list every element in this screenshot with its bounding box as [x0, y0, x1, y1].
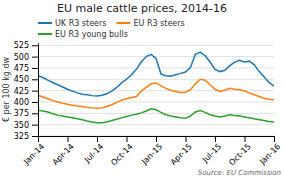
tick: 325: [14, 132, 38, 141]
legend: UK R3 steers EU R3 steers EU R3 young bull…: [38, 19, 185, 39]
tick-mark: [32, 68, 38, 69]
tick: 375: [14, 109, 38, 118]
tick-label: 475: [14, 64, 29, 73]
y-axis-title: € per 100 kg dw: [2, 56, 11, 122]
tick-mark: [32, 91, 38, 92]
tick-mark: [215, 136, 216, 142]
tick-label: 325: [14, 132, 29, 141]
tick-label: 450: [14, 75, 29, 84]
tick-label: Jan-16: [257, 142, 282, 167]
tick: Jan-16: [257, 136, 282, 167]
annotation: Source: EU Commission: [198, 169, 281, 177]
grid-line: [38, 45, 274, 46]
title: EU male cattle prices, 2014-16: [57, 2, 227, 15]
legend-label: EU R3 steers: [133, 19, 184, 28]
legend-item: UK R3 steers: [38, 19, 106, 28]
tick-mark: [97, 136, 98, 142]
chart: EU male cattle prices, 2014-16 UK R3 stee…: [0, 0, 284, 178]
tick: Oct-14: [109, 136, 134, 167]
tick-label: Jan-15: [139, 142, 164, 167]
tick-label: Jul-15: [200, 142, 223, 165]
tick-label: Jan-14: [21, 142, 46, 167]
legend-swatch: [38, 33, 52, 35]
tick: Jul-15: [200, 136, 223, 165]
tick: 475: [14, 64, 38, 73]
tick-mark: [32, 45, 38, 46]
grid: [38, 45, 274, 136]
tick-label: 350: [14, 121, 29, 130]
tick-mark: [156, 136, 157, 142]
tick: Jul-14: [82, 136, 105, 165]
tick-label: Apr-14: [51, 142, 76, 167]
grid-line: [38, 67, 274, 68]
legend-item: EU R3 young bulls: [38, 30, 128, 39]
tick-mark: [32, 113, 38, 114]
tick: 400: [14, 98, 38, 107]
tick-mark: [38, 136, 39, 142]
legend-swatch: [38, 22, 52, 24]
tick-mark: [32, 79, 38, 80]
axis-line: [38, 44, 39, 137]
grid-line: [38, 124, 274, 125]
tick: Apr-15: [169, 136, 194, 167]
tick-mark: [32, 102, 38, 103]
grid-line: [38, 56, 274, 57]
tick-mark: [68, 136, 69, 142]
tick-mark: [274, 136, 275, 142]
tick-mark: [245, 136, 246, 142]
tick: 450: [14, 75, 38, 84]
legend-label: EU R3 young bulls: [55, 30, 128, 39]
tick-mark: [127, 136, 128, 142]
tick-mark: [32, 125, 38, 126]
lines: [38, 52, 274, 123]
tick-label: 400: [14, 98, 29, 107]
tick-label: Jul-14: [82, 142, 105, 165]
tick: 350: [14, 121, 38, 130]
tick-label: 500: [14, 53, 29, 62]
series-line: [38, 79, 274, 108]
legend-swatch: [116, 22, 130, 24]
tick-mark: [32, 57, 38, 58]
tick-mark: [32, 136, 38, 137]
legend-label: UK R3 steers: [55, 19, 106, 28]
tick: 500: [14, 53, 38, 62]
tick: Apr-14: [51, 136, 76, 167]
x-axis: Jan-14Apr-14 Jul-14Oct-14Jan-15Apr-15 Jul-…: [21, 136, 282, 167]
tick-label: 375: [14, 109, 29, 118]
tick: 425: [14, 87, 38, 96]
tick-label: 425: [14, 87, 29, 96]
tick-mark: [186, 136, 187, 142]
series-line: [38, 109, 274, 123]
tick-label: 525: [14, 41, 29, 50]
legend-item: EU R3 steers: [116, 19, 184, 28]
grid-line: [38, 79, 274, 80]
tick-label: Oct-15: [227, 142, 252, 167]
tick: Oct-15: [227, 136, 252, 167]
grid-line: [38, 101, 274, 102]
plot: Jan-14Apr-14 Jul-14Oct-14Jan-15Apr-15 Jul-…: [14, 41, 283, 167]
tick: Jan-15: [139, 136, 164, 167]
y-axis: 325 350 375 400 425 450 475 500 525: [14, 41, 39, 141]
grid-line: [38, 113, 274, 114]
tick-label: Oct-14: [109, 142, 134, 167]
tick: 525: [14, 41, 38, 50]
tick-label: Apr-15: [169, 142, 194, 167]
